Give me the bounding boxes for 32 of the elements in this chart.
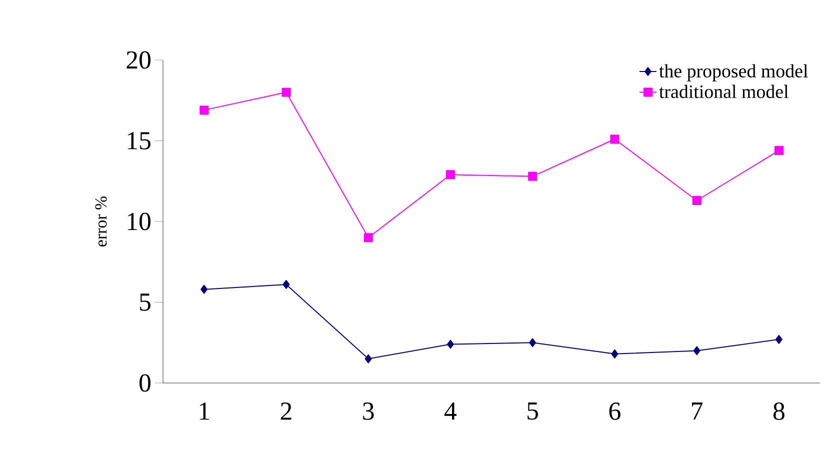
point [200,284,208,294]
point [775,334,782,344]
x-tick-label: 1 [200,402,209,420]
x-tick-label: 6 [609,402,620,420]
x-tick-label: 3 [363,402,374,420]
point [364,233,373,242]
x-tick-label: 2 [280,402,292,420]
y-tick-label: 0 [140,374,150,392]
point [282,88,291,97]
y-tick-label: 5 [140,294,150,311]
legend-label: the proposed model [659,64,808,82]
point [610,134,620,144]
point [446,170,455,180]
point [774,146,784,155]
point [693,346,700,356]
point [364,354,372,364]
x-tick-label: 7 [692,402,703,420]
y-tick-label: 20 [126,51,150,69]
y-tick-label: 15 [128,132,150,150]
y-tick-label: 10 [128,212,150,230]
point [692,196,702,206]
x-tick-label: 5 [528,402,538,420]
legend-label: traditional model [659,84,788,98]
point [529,338,536,348]
point [446,340,454,349]
point [528,172,538,181]
point [611,349,618,358]
y-axis-title: error % [95,196,107,246]
point [282,280,290,289]
x-tick-label: 8 [773,402,784,420]
point [200,106,209,115]
x-tick-label: 4 [444,402,457,420]
